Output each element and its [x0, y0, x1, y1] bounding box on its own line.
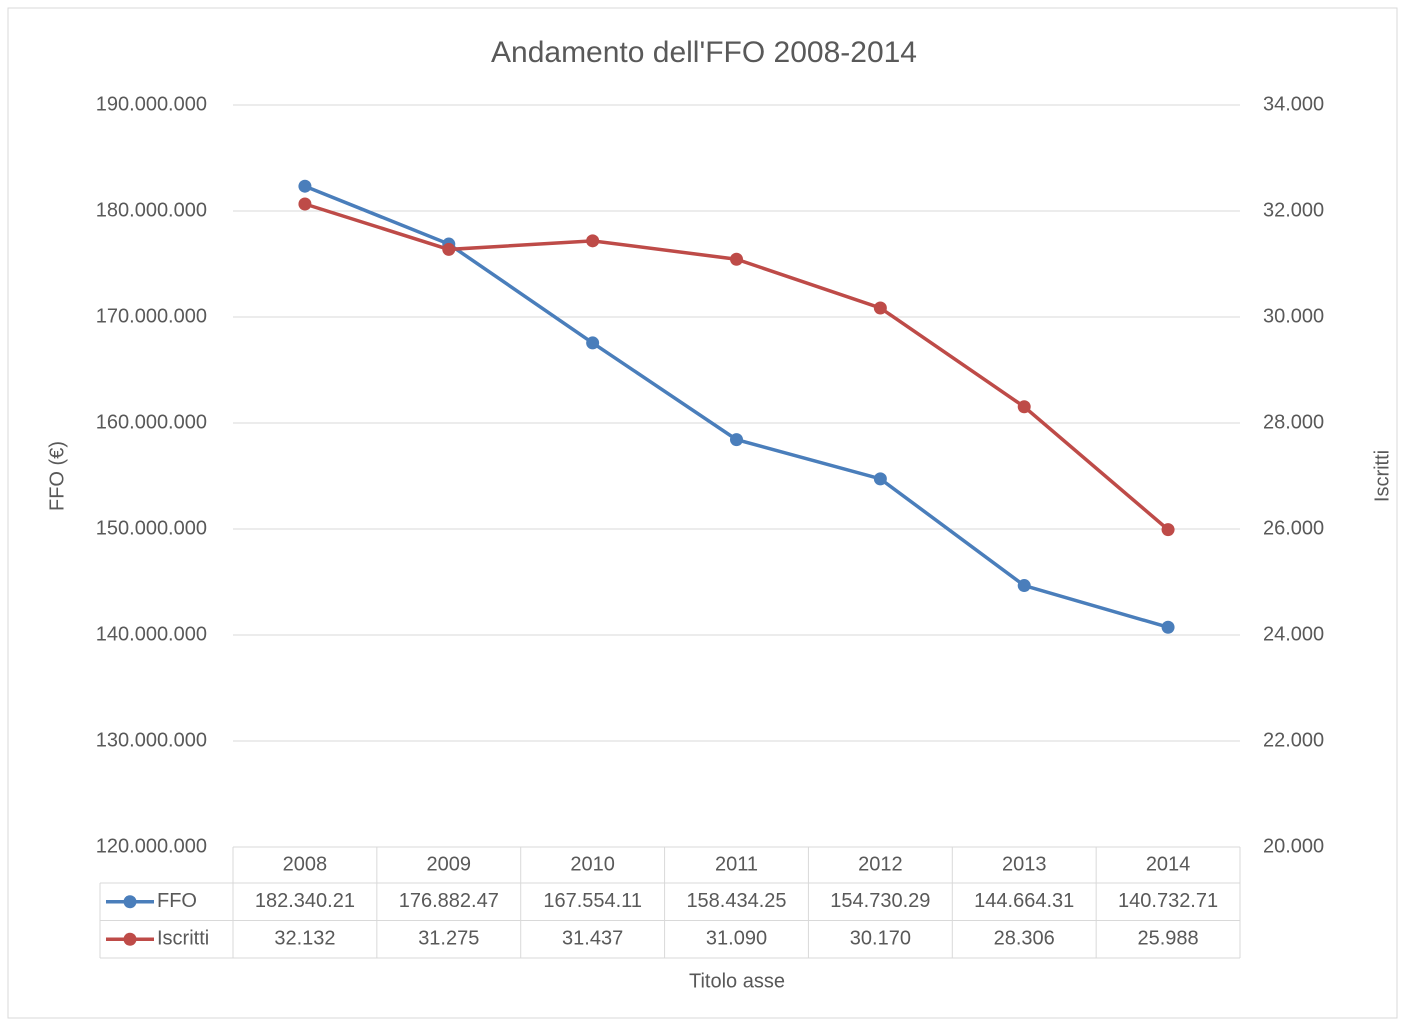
chart-title: Andamento dell'FFO 2008-2014 [491, 36, 917, 69]
y-tick-label: 160.000.000 [96, 411, 207, 433]
table-cell: 25.988 [1137, 928, 1198, 950]
x-tick-label: 2014 [1146, 853, 1191, 875]
table-cell: 31.437 [562, 928, 623, 950]
point [730, 252, 743, 266]
legend-key-marker [123, 932, 137, 946]
y2-tick-label: 26.000 [1263, 517, 1324, 539]
y2-tick-label: 32.000 [1263, 199, 1324, 221]
legend-label: Iscritti [157, 928, 209, 950]
table-cell: 32.132 [274, 928, 335, 950]
point [873, 301, 887, 315]
y-tick-label: 120.000.000 [96, 835, 207, 857]
point [873, 472, 887, 486]
x-tick-label: 2008 [283, 853, 328, 875]
y2-tick-label: 24.000 [1263, 623, 1324, 645]
table-cell: 176.882.47 [399, 890, 499, 912]
y-axis-title: FFO (€) [46, 441, 68, 511]
table-cell: 31.090 [706, 928, 767, 950]
y2-tick-label: 34.000 [1263, 93, 1324, 115]
point [298, 179, 312, 193]
table-cell: 28.306 [994, 928, 1055, 950]
point [442, 242, 456, 256]
point [1017, 579, 1031, 593]
table-cell: 144.664.31 [974, 890, 1074, 912]
y2-axis-title: Iscritti [1371, 450, 1393, 502]
point [586, 336, 600, 350]
x-tick-label: 2009 [427, 853, 472, 875]
table-cell: 30.170 [850, 928, 911, 950]
point [298, 197, 312, 211]
point [586, 234, 600, 248]
y-tick-label: 150.000.000 [96, 517, 207, 539]
point [1161, 620, 1175, 634]
table-cell: 140.732.71 [1118, 890, 1218, 912]
table-cell: 31.275 [418, 928, 479, 950]
x-tick-label: 2013 [1002, 853, 1047, 875]
point [1017, 400, 1031, 414]
y-tick-label: 170.000.000 [96, 305, 207, 327]
x-axis-title: Titolo asse [689, 970, 785, 992]
x-tick-label: 2010 [570, 853, 615, 875]
y-tick-label: 190.000.000 [96, 93, 207, 115]
y2-tick-label: 20.000 [1263, 835, 1324, 857]
y-tick-label: 130.000.000 [96, 729, 207, 751]
table-cell: 167.554.11 [543, 890, 642, 912]
legend-key-marker [123, 895, 137, 909]
y2-tick-label: 30.000 [1263, 305, 1324, 327]
table-cell: 182.340.21 [255, 890, 355, 912]
y2-tick-label: 22.000 [1263, 729, 1324, 751]
chart-border [7, 7, 1398, 1019]
y2-tick-label: 28.000 [1263, 411, 1324, 433]
table-cell: 158.434.25 [686, 890, 786, 912]
y-tick-label: 140.000.000 [96, 623, 207, 645]
x-tick-label: 2012 [858, 853, 903, 875]
y-tick-label: 180.000.000 [96, 199, 207, 221]
legend-label: FFO [157, 890, 197, 912]
point [730, 433, 743, 447]
x-tick-label: 2011 [715, 853, 758, 875]
point [1161, 523, 1175, 537]
table-cell: 154.730.29 [830, 890, 930, 912]
